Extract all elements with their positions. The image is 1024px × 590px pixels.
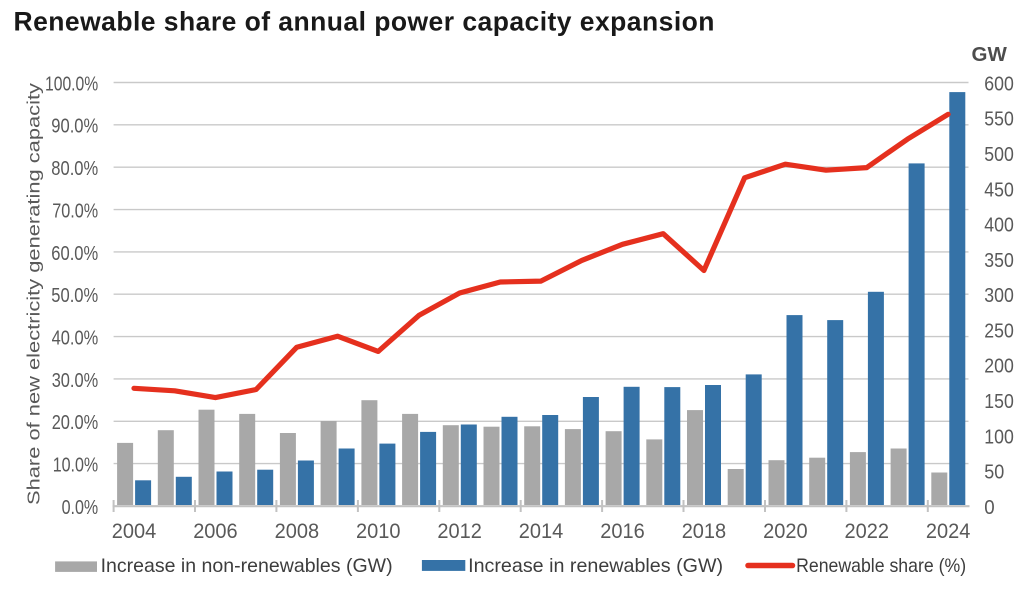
svg-text:70.0%: 70.0%: [52, 201, 98, 223]
svg-text:2006: 2006: [193, 519, 238, 543]
svg-text:150: 150: [984, 391, 1014, 413]
svg-text:0.0%: 0.0%: [62, 497, 99, 519]
svg-text:400: 400: [984, 215, 1014, 237]
svg-text:200: 200: [984, 356, 1014, 378]
svg-text:Renewable share (%): Renewable share (%): [796, 555, 966, 577]
svg-text:550: 550: [984, 109, 1014, 131]
svg-text:30.0%: 30.0%: [52, 370, 99, 392]
svg-text:350: 350: [984, 250, 1014, 272]
svg-text:10.0%: 10.0%: [53, 455, 99, 477]
svg-text:Increase in renewables (GW): Increase in renewables (GW): [468, 555, 723, 577]
svg-text:450: 450: [984, 179, 1014, 201]
svg-text:50.0%: 50.0%: [51, 285, 98, 307]
svg-text:Renewable share of annual powe: Renewable share of annual power capacity…: [14, 7, 715, 37]
svg-text:100: 100: [984, 426, 1014, 448]
svg-text:0: 0: [984, 497, 994, 519]
svg-text:2024: 2024: [926, 519, 971, 543]
svg-text:80.0%: 80.0%: [51, 158, 98, 180]
svg-text:250: 250: [984, 320, 1014, 342]
svg-text:GW: GW: [972, 43, 1008, 66]
svg-text:100.0%: 100.0%: [45, 73, 98, 95]
svg-text:2012: 2012: [437, 519, 482, 543]
svg-text:2018: 2018: [682, 519, 727, 543]
svg-text:2014: 2014: [519, 519, 564, 543]
svg-text:600: 600: [984, 73, 1014, 95]
svg-text:2016: 2016: [600, 519, 645, 543]
svg-text:20.0%: 20.0%: [52, 412, 99, 434]
svg-text:2008: 2008: [275, 519, 320, 543]
svg-text:40.0%: 40.0%: [52, 328, 99, 350]
svg-text:60.0%: 60.0%: [51, 243, 98, 265]
svg-text:2020: 2020: [763, 519, 808, 543]
svg-text:500: 500: [984, 144, 1014, 166]
svg-text:Share of new electricity gener: Share of new electricity generating capa…: [24, 83, 44, 505]
svg-text:Increase in non-renewables (GW: Increase in non-renewables (GW): [101, 555, 393, 577]
svg-text:2010: 2010: [356, 519, 401, 543]
svg-text:50: 50: [984, 462, 1004, 484]
svg-text:2022: 2022: [845, 519, 890, 543]
svg-text:300: 300: [984, 285, 1014, 307]
svg-text:90.0%: 90.0%: [51, 116, 98, 138]
svg-text:2004: 2004: [112, 519, 157, 543]
